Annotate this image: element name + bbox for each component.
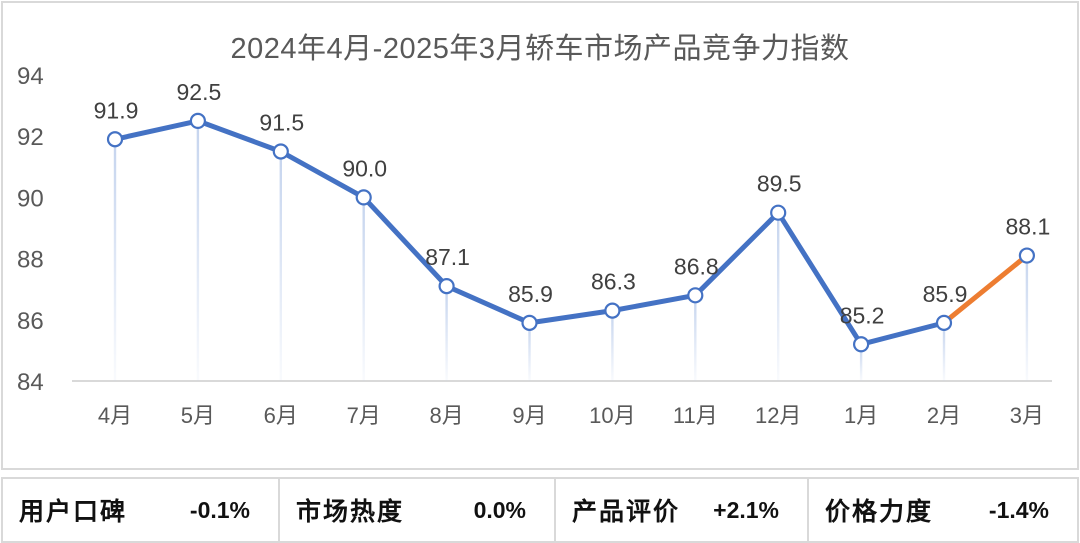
data-label: 90.0 bbox=[342, 155, 387, 181]
data-label: 85.9 bbox=[923, 281, 968, 307]
data-point-marker bbox=[189, 112, 206, 130]
drop-line bbox=[362, 197, 365, 381]
data-point-marker bbox=[521, 314, 538, 331]
y-tick-label: 94 bbox=[17, 63, 44, 90]
data-point-marker bbox=[438, 278, 455, 295]
x-tick-label: 12月 bbox=[755, 403, 801, 428]
drop-line bbox=[445, 286, 448, 381]
drop-lines bbox=[113, 120, 1029, 382]
data-point-marker bbox=[106, 131, 124, 148]
data-label: 87.1 bbox=[425, 244, 470, 270]
stat-price-strength: 价格力度 -1.4% bbox=[809, 479, 1077, 541]
data-label: 85.9 bbox=[508, 281, 553, 307]
chart-title: 2024年4月-2025年3月轿车市场产品竞争力指数 bbox=[230, 33, 850, 65]
x-tick-label: 2月 bbox=[927, 403, 961, 428]
stats-panel: 用户口碑 -0.1% 市场热度 0.0% 产品评价 +2.1% 价格力度 -1.… bbox=[1, 477, 1079, 543]
drop-line bbox=[611, 310, 614, 381]
data-label: 85.2 bbox=[840, 302, 885, 328]
x-tick-label: 9月 bbox=[512, 403, 546, 428]
x-tick-label: 10月 bbox=[589, 403, 635, 428]
line-chart: 84 86 88 90 92 94 4月 5月 6月 7月 8月 9月 10月 11月 12月 1月 2月 3月… bbox=[17, 63, 1052, 428]
x-tick-label: 8月 bbox=[429, 403, 463, 428]
drop-line bbox=[279, 151, 282, 381]
drop-line bbox=[196, 120, 200, 382]
x-tick-label: 6月 bbox=[264, 403, 298, 428]
data-point-marker bbox=[272, 143, 289, 160]
y-tick-label: 92 bbox=[17, 124, 44, 151]
data-point-marker bbox=[604, 302, 621, 319]
x-tick-label: 7月 bbox=[347, 403, 381, 428]
stat-product-rating: 产品评价 +2.1% bbox=[556, 479, 809, 541]
highlight-segment bbox=[941, 253, 1030, 326]
drop-line bbox=[859, 344, 863, 381]
stat-value: 0.0% bbox=[473, 496, 526, 523]
data-point-marker bbox=[355, 189, 372, 206]
stat-market-heat: 市场热度 0.0% bbox=[280, 479, 556, 541]
data-point-marker bbox=[1018, 247, 1036, 264]
data-label: 86.8 bbox=[674, 253, 719, 279]
data-point-marker bbox=[852, 336, 870, 353]
data-label: 91.9 bbox=[94, 97, 139, 123]
x-tick-label: 5月 bbox=[181, 403, 215, 428]
x-tick-label: 11月 bbox=[673, 403, 718, 428]
stat-label: 产品评价 bbox=[572, 498, 681, 526]
stat-label: 价格力度 bbox=[825, 498, 934, 526]
data-point-marker bbox=[687, 287, 704, 304]
main-series-path bbox=[114, 118, 945, 347]
x-axis: 4月 5月 6月 7月 8月 9月 10月 11月 12月 1月 2月 3月 bbox=[72, 380, 1052, 428]
data-label: 86.3 bbox=[591, 269, 636, 295]
x-tick-label: 1月 bbox=[844, 403, 878, 428]
drop-line bbox=[1025, 255, 1029, 381]
stat-label: 市场热度 bbox=[296, 498, 405, 526]
data-label: 88.1 bbox=[1006, 214, 1051, 240]
data-label: 91.5 bbox=[259, 110, 304, 136]
data-label: 92.5 bbox=[177, 79, 222, 105]
y-tick-label: 90 bbox=[17, 185, 44, 212]
series-line bbox=[114, 118, 1030, 347]
y-tick-label: 84 bbox=[17, 369, 44, 396]
drop-line bbox=[942, 322, 946, 381]
drop-line bbox=[113, 139, 117, 381]
drop-line bbox=[777, 212, 780, 381]
drop-line bbox=[694, 295, 697, 381]
data-point-marker bbox=[770, 204, 787, 221]
stat-value: -0.1% bbox=[189, 496, 250, 523]
x-tick-label: 4月 bbox=[98, 403, 132, 428]
stat-value: -1.4% bbox=[988, 496, 1049, 523]
data-labels: 91.9 92.5 91.5 90.0 87.1 85.9 86.3 86.8 89.5 85.2… bbox=[94, 79, 1051, 328]
y-axis: 84 86 88 90 92 94 bbox=[17, 63, 44, 396]
data-point-marker bbox=[935, 314, 953, 331]
drop-line bbox=[528, 322, 531, 381]
y-tick-label: 86 bbox=[17, 308, 44, 335]
data-label: 89.5 bbox=[757, 171, 802, 197]
data-point-markers bbox=[106, 112, 1036, 353]
stat-value: +2.1% bbox=[713, 496, 779, 523]
y-tick-label: 88 bbox=[17, 247, 44, 274]
stat-label: 用户口碑 bbox=[19, 498, 128, 526]
chart-panel: 2024年4月-2025年3月轿车市场产品竞争力指数 84 86 88 90 92 94 … bbox=[1, 1, 1079, 470]
stat-user-reputation: 用户口碑 -0.1% bbox=[3, 479, 280, 541]
x-tick-label: 3月 bbox=[1010, 403, 1044, 428]
